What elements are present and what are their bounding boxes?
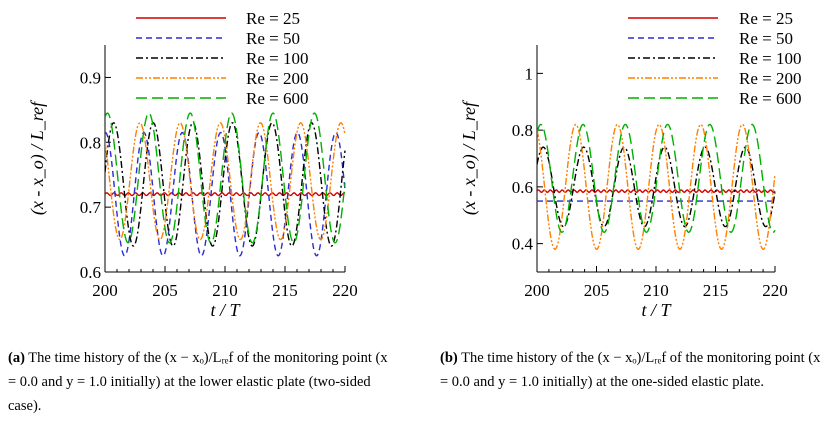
legend-label-re-600: Re = 600 — [246, 89, 308, 108]
legend-label-re-100: Re = 100 — [246, 49, 308, 68]
legend-label-re-50: Re = 50 — [246, 29, 300, 48]
x-axis-label: t / T — [210, 300, 241, 320]
legend-label-re-100: Re = 100 — [739, 49, 801, 68]
x-tick-label: 220 — [762, 281, 788, 300]
y-axis-label: (x - x_o) / L_ref — [459, 99, 480, 215]
x-axis-label: t / T — [641, 300, 672, 320]
legend-label-re-25: Re = 25 — [246, 9, 300, 28]
chart-panel-b: 200 205 210 215 220 0.4 0.6 0.8 1 t / T (x - x_o) … — [459, 9, 801, 320]
series-line-re-25 — [105, 192, 346, 197]
caption-a-label: (a) — [8, 350, 25, 366]
legend-label-re-200: Re = 200 — [246, 69, 308, 88]
y-tick-label: 1 — [525, 64, 534, 83]
y-tick-label: 0.9 — [80, 68, 101, 87]
series-line-re-600 — [105, 112, 346, 244]
legend-label-re-50: Re = 50 — [739, 29, 793, 48]
series-line-re-100 — [105, 122, 346, 247]
legend-label-re-25: Re = 25 — [739, 9, 793, 28]
caption-b-label: (b) — [440, 350, 458, 366]
y-tick-label: 0.7 — [80, 198, 102, 217]
legend-label-re-200: Re = 200 — [739, 69, 801, 88]
caption-b-text: The time history of the (x − xₒ)/Lᵣₑf of… — [440, 350, 821, 390]
caption-a-text: The time history of the (x − xₒ)/Lᵣₑf of… — [8, 350, 388, 414]
y-tick-label: 0.4 — [512, 235, 534, 254]
caption-a: (a) The time history of the (x − xₒ)/Lᵣₑ… — [8, 346, 398, 418]
y-tick-label: 0.8 — [512, 121, 533, 140]
x-tick-label: 205 — [152, 281, 178, 300]
series-line-re-200 — [537, 123, 776, 251]
x-tick-label: 210 — [643, 281, 669, 300]
y-axis-label: (x - x_o) / L_ref — [27, 99, 48, 215]
x-tick-label: 215 — [703, 281, 729, 300]
legend-label-re-600: Re = 600 — [739, 89, 801, 108]
x-tick-label: 200 — [524, 281, 550, 300]
chart-panel-a: 200 205 210 215 220 0.6 0.7 0.8 0.9 t / T (x - x_o… — [27, 9, 358, 320]
caption-b: (b) The time history of the (x − xₒ)/Lᵣₑ… — [440, 346, 828, 394]
x-tick-label: 205 — [584, 281, 610, 300]
x-tick-label: 220 — [332, 281, 358, 300]
x-tick-label: 210 — [212, 281, 238, 300]
y-tick-label: 0.8 — [80, 133, 101, 152]
y-tick-label: 0.6 — [512, 178, 533, 197]
x-tick-label: 200 — [92, 281, 118, 300]
series-line-re-100 — [537, 146, 776, 228]
x-tick-label: 215 — [272, 281, 298, 300]
y-tick-label: 0.6 — [80, 263, 101, 282]
series-line-re-600 — [537, 123, 776, 233]
